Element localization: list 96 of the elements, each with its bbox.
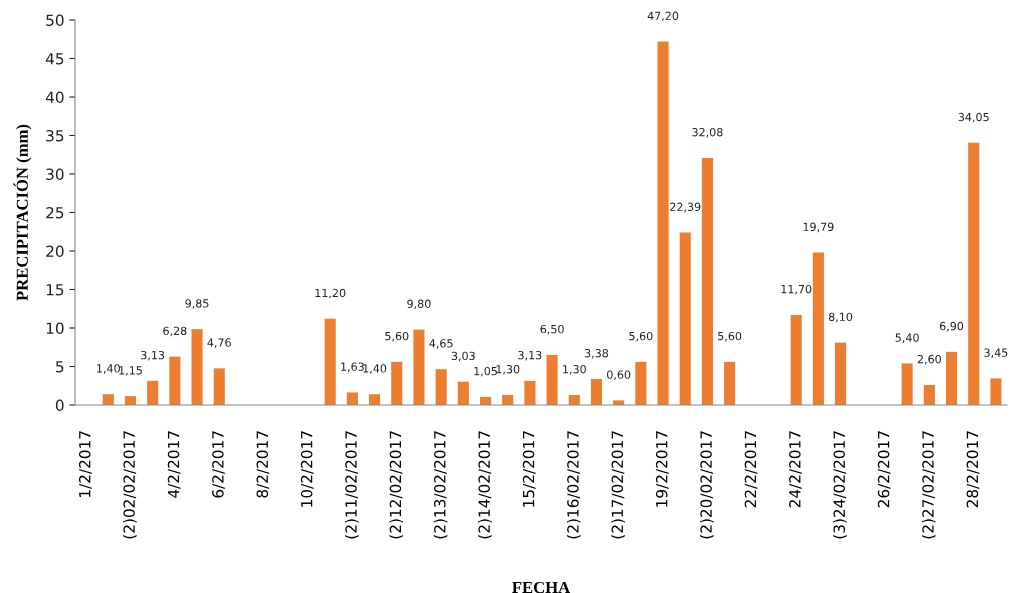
- data-label: 5,60: [718, 331, 742, 342]
- bar: [945, 351, 958, 405]
- data-label: 5,40: [895, 333, 919, 343]
- x-tick-label: 22/2/2017: [744, 431, 758, 508]
- x-tick-label: (2)27/02/2017: [921, 431, 936, 539]
- data-label: 3,13: [141, 350, 165, 361]
- data-label: 1,30: [496, 364, 520, 375]
- bar: [169, 356, 181, 405]
- bar: [724, 361, 736, 405]
- x-tick-label: 4/2/2017: [167, 431, 181, 498]
- bar: [657, 41, 669, 405]
- x-axis-title: FECHA: [512, 581, 571, 593]
- bar: [391, 361, 403, 405]
- x-tick-label: (2)20/02/2017: [700, 431, 714, 539]
- x-tick-label: 6/2/2017: [212, 431, 225, 498]
- x-tick-label: 24/2/2017: [789, 431, 802, 508]
- bar: [147, 380, 159, 405]
- bar: [679, 232, 691, 405]
- y-tick-label: 45: [45, 53, 64, 65]
- data-label: 6,90: [939, 321, 964, 332]
- x-tick-label: (2)11/02/2017: [345, 431, 359, 539]
- bar: [213, 368, 225, 405]
- y-tick-label: 0: [55, 399, 64, 412]
- data-label: 11,70: [781, 284, 812, 295]
- bar: [968, 142, 980, 405]
- x-tick-label: 8/2/2017: [256, 431, 270, 498]
- bar: [346, 392, 358, 405]
- bar: [413, 329, 425, 405]
- x-tick-label: 10/2/2017: [300, 431, 314, 507]
- data-label: 4,76: [207, 338, 231, 348]
- bar: [435, 369, 447, 405]
- bar: [701, 157, 713, 405]
- x-tick-label: (2)12/02/2017: [389, 431, 403, 539]
- data-label: 1,40: [97, 364, 120, 374]
- data-label: 9,85: [185, 299, 209, 309]
- x-tick-label: (2)14/02/2017: [478, 431, 492, 539]
- y-tick-label: 35: [46, 129, 64, 142]
- data-label: 6,50: [540, 324, 564, 335]
- bar: [124, 396, 137, 405]
- data-label: 47,20: [647, 11, 679, 22]
- y-tick-label: 15: [46, 284, 64, 296]
- bar: [901, 363, 913, 405]
- y-tick-label: 40: [45, 91, 64, 104]
- data-label: 6,28: [163, 326, 187, 337]
- data-label: 1,40: [363, 364, 387, 374]
- x-tick-label: 19/2/2017: [655, 431, 669, 507]
- data-label: 5,60: [385, 331, 409, 342]
- bar: [923, 384, 935, 405]
- bar: [524, 380, 536, 405]
- y-tick-label: 30: [46, 168, 64, 181]
- x-tick-label: (2)17/02/2017: [611, 431, 625, 539]
- data-label: 1,30: [563, 364, 586, 375]
- x-tick-label: (3)24/02/2017: [833, 431, 847, 539]
- bar: [590, 378, 603, 405]
- bar: [546, 354, 558, 405]
- bar: [102, 394, 114, 405]
- bar: [635, 361, 647, 405]
- data-label: 19,79: [803, 222, 834, 233]
- x-tick-label: 28/2/2017: [966, 431, 980, 508]
- bar: [457, 381, 469, 405]
- x-tick-label: (2)16/02/2017: [566, 431, 581, 539]
- data-label: 1,05: [474, 366, 497, 377]
- bar: [835, 342, 847, 405]
- x-tick-label: (2)13/02/2017: [433, 431, 448, 539]
- bar: [990, 378, 1002, 405]
- x-tick-label: 15/2/2017: [522, 431, 536, 507]
- bar: [790, 314, 802, 405]
- data-label: 4,65: [429, 339, 453, 349]
- data-label: 22,39: [670, 202, 701, 213]
- data-label: 34,05: [958, 112, 989, 123]
- x-tick-label: 1/2/2017: [78, 431, 92, 497]
- data-label: 8,10: [828, 312, 853, 323]
- data-label: 0,60: [607, 370, 631, 380]
- data-label: 3,13: [518, 350, 542, 361]
- x-tick-label: 26/2/2017: [877, 431, 891, 508]
- data-label: 2,60: [917, 354, 941, 365]
- y-tick-label: 20: [46, 245, 64, 258]
- y-tick-label: 25: [46, 206, 64, 219]
- y-tick-label: 5: [56, 361, 64, 373]
- bar: [191, 329, 203, 405]
- data-label: 3,03: [451, 351, 475, 362]
- data-label: 11,20: [315, 288, 346, 299]
- data-label: 3,38: [584, 348, 609, 359]
- data-label: 9,80: [407, 299, 431, 310]
- data-label: 3,45: [984, 348, 1008, 358]
- data-label: 32,08: [692, 127, 723, 138]
- y-tick-label: 10: [46, 322, 64, 335]
- x-tick-label: (2)02/02/2017: [123, 431, 137, 539]
- data-label: 1,63: [341, 362, 364, 372]
- y-axis-title: PRECIPITACIÓN (mm): [13, 124, 32, 301]
- data-label: 1,15: [119, 366, 142, 376]
- y-tick-label: 50: [46, 14, 64, 27]
- bar: [812, 252, 824, 405]
- bar: [369, 394, 381, 405]
- bar: [324, 318, 336, 405]
- data-label: 5,60: [629, 331, 653, 342]
